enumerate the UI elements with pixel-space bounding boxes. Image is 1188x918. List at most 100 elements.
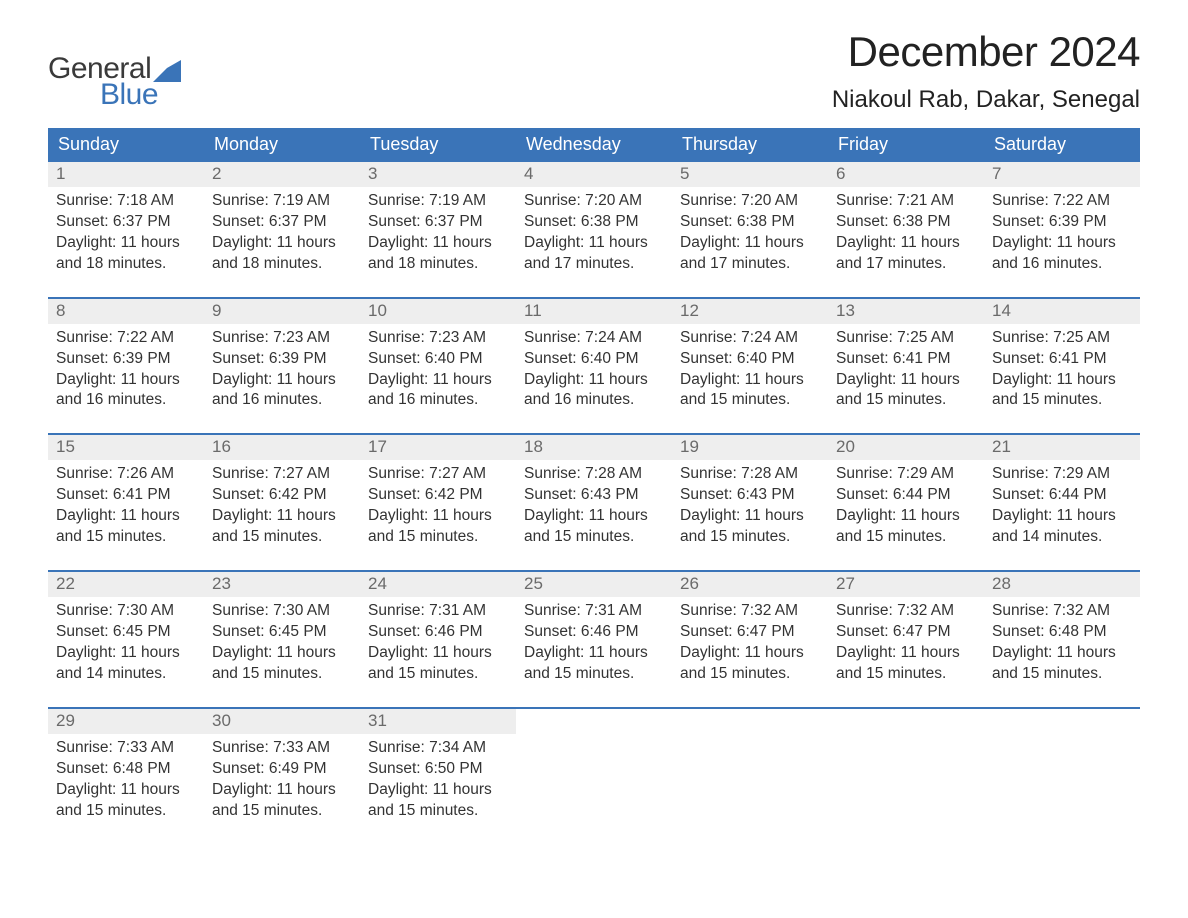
brand-word-2: Blue bbox=[100, 80, 181, 110]
daylight-line-1: Daylight: 11 hours bbox=[836, 506, 976, 527]
daylight-line-1: Daylight: 11 hours bbox=[212, 780, 352, 801]
sunrise-line: Sunrise: 7:33 AM bbox=[56, 738, 196, 759]
calendar-day: 4Sunrise: 7:20 AMSunset: 6:38 PMDaylight… bbox=[516, 162, 672, 283]
day-body: Sunrise: 7:33 AMSunset: 6:48 PMDaylight:… bbox=[48, 734, 204, 830]
calendar-day: 2Sunrise: 7:19 AMSunset: 6:37 PMDaylight… bbox=[204, 162, 360, 283]
calendar-day: 30Sunrise: 7:33 AMSunset: 6:49 PMDayligh… bbox=[204, 709, 360, 830]
daylight-line-2: and 18 minutes. bbox=[212, 254, 352, 275]
day-number-row: 14 bbox=[984, 299, 1140, 324]
day-number: 15 bbox=[56, 437, 75, 456]
sunset-line: Sunset: 6:46 PM bbox=[524, 622, 664, 643]
sunrise-line: Sunrise: 7:29 AM bbox=[992, 464, 1132, 485]
day-body: Sunrise: 7:22 AMSunset: 6:39 PMDaylight:… bbox=[984, 187, 1140, 283]
daylight-line-2: and 15 minutes. bbox=[680, 390, 820, 411]
sunset-line: Sunset: 6:42 PM bbox=[212, 485, 352, 506]
daylight-line-2: and 16 minutes. bbox=[992, 254, 1132, 275]
day-number: 30 bbox=[212, 711, 231, 730]
daylight-line-1: Daylight: 11 hours bbox=[368, 370, 508, 391]
daylight-line-1: Daylight: 11 hours bbox=[836, 233, 976, 254]
calendar-day: 18Sunrise: 7:28 AMSunset: 6:43 PMDayligh… bbox=[516, 435, 672, 556]
daylight-line-2: and 15 minutes. bbox=[992, 664, 1132, 685]
calendar-week: 15Sunrise: 7:26 AMSunset: 6:41 PMDayligh… bbox=[48, 433, 1140, 556]
day-body: Sunrise: 7:29 AMSunset: 6:44 PMDaylight:… bbox=[984, 460, 1140, 556]
sunrise-line: Sunrise: 7:29 AM bbox=[836, 464, 976, 485]
daylight-line-1: Daylight: 11 hours bbox=[56, 780, 196, 801]
daylight-line-2: and 17 minutes. bbox=[680, 254, 820, 275]
calendar-day: 29Sunrise: 7:33 AMSunset: 6:48 PMDayligh… bbox=[48, 709, 204, 830]
sunrise-line: Sunrise: 7:23 AM bbox=[368, 328, 508, 349]
sunrise-line: Sunrise: 7:28 AM bbox=[680, 464, 820, 485]
day-number-row: 11 bbox=[516, 299, 672, 324]
day-number-row: 5 bbox=[672, 162, 828, 187]
brand-mark-icon bbox=[153, 60, 181, 82]
day-number-row: 24 bbox=[360, 572, 516, 597]
calendar-day: 17Sunrise: 7:27 AMSunset: 6:42 PMDayligh… bbox=[360, 435, 516, 556]
day-body: Sunrise: 7:28 AMSunset: 6:43 PMDaylight:… bbox=[672, 460, 828, 556]
weekday-header: Thursday bbox=[672, 128, 828, 162]
calendar-week: 1Sunrise: 7:18 AMSunset: 6:37 PMDaylight… bbox=[48, 162, 1140, 283]
calendar-day bbox=[672, 709, 828, 830]
sunset-line: Sunset: 6:38 PM bbox=[680, 212, 820, 233]
day-number-row: 17 bbox=[360, 435, 516, 460]
day-number: 22 bbox=[56, 574, 75, 593]
daylight-line-1: Daylight: 11 hours bbox=[56, 233, 196, 254]
calendar-day: 24Sunrise: 7:31 AMSunset: 6:46 PMDayligh… bbox=[360, 572, 516, 693]
day-body: Sunrise: 7:20 AMSunset: 6:38 PMDaylight:… bbox=[516, 187, 672, 283]
day-number: 14 bbox=[992, 301, 1011, 320]
sunset-line: Sunset: 6:38 PM bbox=[524, 212, 664, 233]
sunrise-line: Sunrise: 7:30 AM bbox=[56, 601, 196, 622]
calendar-day: 9Sunrise: 7:23 AMSunset: 6:39 PMDaylight… bbox=[204, 299, 360, 420]
day-number-row: 13 bbox=[828, 299, 984, 324]
day-number: 20 bbox=[836, 437, 855, 456]
daylight-line-2: and 15 minutes. bbox=[368, 664, 508, 685]
sunrise-line: Sunrise: 7:18 AM bbox=[56, 191, 196, 212]
day-body: Sunrise: 7:24 AMSunset: 6:40 PMDaylight:… bbox=[672, 324, 828, 420]
daylight-line-1: Daylight: 11 hours bbox=[212, 370, 352, 391]
daylight-line-2: and 15 minutes. bbox=[56, 801, 196, 822]
daylight-line-1: Daylight: 11 hours bbox=[992, 643, 1132, 664]
sunrise-line: Sunrise: 7:32 AM bbox=[992, 601, 1132, 622]
calendar-day: 6Sunrise: 7:21 AMSunset: 6:38 PMDaylight… bbox=[828, 162, 984, 283]
daylight-line-1: Daylight: 11 hours bbox=[368, 233, 508, 254]
sunrise-line: Sunrise: 7:25 AM bbox=[836, 328, 976, 349]
sunset-line: Sunset: 6:48 PM bbox=[992, 622, 1132, 643]
daylight-line-1: Daylight: 11 hours bbox=[212, 233, 352, 254]
weeks-container: 1Sunrise: 7:18 AMSunset: 6:37 PMDaylight… bbox=[48, 162, 1140, 829]
sunset-line: Sunset: 6:37 PM bbox=[212, 212, 352, 233]
daylight-line-1: Daylight: 11 hours bbox=[836, 643, 976, 664]
day-number-row: 7 bbox=[984, 162, 1140, 187]
sunset-line: Sunset: 6:49 PM bbox=[212, 759, 352, 780]
sunset-line: Sunset: 6:48 PM bbox=[56, 759, 196, 780]
sunset-line: Sunset: 6:45 PM bbox=[56, 622, 196, 643]
day-number: 11 bbox=[524, 301, 542, 320]
day-number-row: 8 bbox=[48, 299, 204, 324]
daylight-line-2: and 15 minutes. bbox=[368, 801, 508, 822]
sunset-line: Sunset: 6:50 PM bbox=[368, 759, 508, 780]
day-number-row: 16 bbox=[204, 435, 360, 460]
sunset-line: Sunset: 6:47 PM bbox=[680, 622, 820, 643]
daylight-line-1: Daylight: 11 hours bbox=[524, 233, 664, 254]
calendar-day: 22Sunrise: 7:30 AMSunset: 6:45 PMDayligh… bbox=[48, 572, 204, 693]
day-number: 26 bbox=[680, 574, 699, 593]
sunset-line: Sunset: 6:40 PM bbox=[524, 349, 664, 370]
day-number: 25 bbox=[524, 574, 543, 593]
day-body: Sunrise: 7:32 AMSunset: 6:47 PMDaylight:… bbox=[828, 597, 984, 693]
day-body: Sunrise: 7:25 AMSunset: 6:41 PMDaylight:… bbox=[828, 324, 984, 420]
daylight-line-2: and 15 minutes. bbox=[992, 390, 1132, 411]
day-number: 19 bbox=[680, 437, 699, 456]
sunrise-line: Sunrise: 7:19 AM bbox=[368, 191, 508, 212]
day-body: Sunrise: 7:30 AMSunset: 6:45 PMDaylight:… bbox=[204, 597, 360, 693]
day-number-row: 9 bbox=[204, 299, 360, 324]
calendar-day: 25Sunrise: 7:31 AMSunset: 6:46 PMDayligh… bbox=[516, 572, 672, 693]
sunset-line: Sunset: 6:38 PM bbox=[836, 212, 976, 233]
day-body: Sunrise: 7:24 AMSunset: 6:40 PMDaylight:… bbox=[516, 324, 672, 420]
day-number: 16 bbox=[212, 437, 231, 456]
sunset-line: Sunset: 6:39 PM bbox=[992, 212, 1132, 233]
sunset-line: Sunset: 6:43 PM bbox=[680, 485, 820, 506]
calendar-day bbox=[516, 709, 672, 830]
day-number: 28 bbox=[992, 574, 1011, 593]
sunrise-line: Sunrise: 7:21 AM bbox=[836, 191, 976, 212]
sunrise-line: Sunrise: 7:20 AM bbox=[524, 191, 664, 212]
weekday-header: Tuesday bbox=[360, 128, 516, 162]
day-number-row: 29 bbox=[48, 709, 204, 734]
